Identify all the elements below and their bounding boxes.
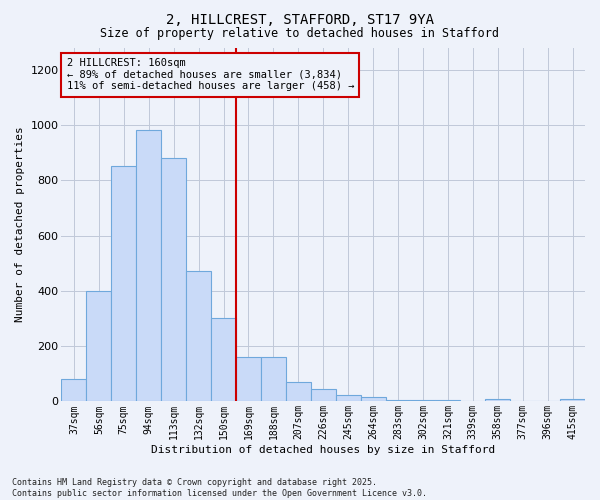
Bar xyxy=(211,318,236,402)
Text: 2, HILLCREST, STAFFORD, ST17 9YA: 2, HILLCREST, STAFFORD, ST17 9YA xyxy=(166,12,434,26)
Bar xyxy=(236,357,261,402)
Bar xyxy=(261,357,286,402)
Bar xyxy=(61,380,86,402)
Bar xyxy=(86,291,112,402)
Bar xyxy=(186,272,211,402)
Text: Contains HM Land Registry data © Crown copyright and database right 2025.
Contai: Contains HM Land Registry data © Crown c… xyxy=(12,478,427,498)
Y-axis label: Number of detached properties: Number of detached properties xyxy=(15,126,25,322)
X-axis label: Distribution of detached houses by size in Stafford: Distribution of detached houses by size … xyxy=(151,445,496,455)
Bar xyxy=(112,166,136,402)
Bar xyxy=(560,398,585,402)
Bar xyxy=(136,130,161,402)
Bar xyxy=(311,389,335,402)
Text: Size of property relative to detached houses in Stafford: Size of property relative to detached ho… xyxy=(101,28,499,40)
Text: 2 HILLCREST: 160sqm
← 89% of detached houses are smaller (3,834)
11% of semi-det: 2 HILLCREST: 160sqm ← 89% of detached ho… xyxy=(67,58,354,92)
Bar xyxy=(436,400,460,402)
Bar xyxy=(161,158,186,402)
Bar xyxy=(286,382,311,402)
Bar xyxy=(386,400,410,402)
Bar xyxy=(485,398,510,402)
Bar xyxy=(335,394,361,402)
Bar xyxy=(361,398,386,402)
Bar xyxy=(410,400,436,402)
